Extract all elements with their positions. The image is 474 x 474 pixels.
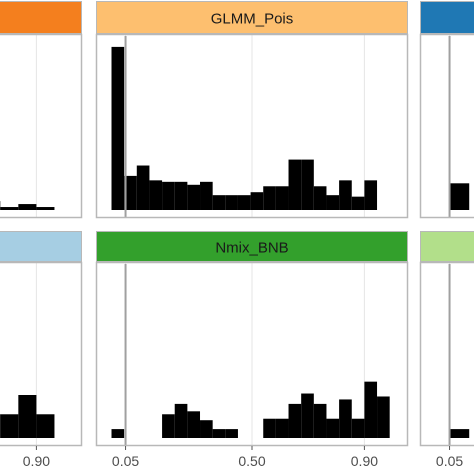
histogram-bar xyxy=(174,181,188,210)
histogram-bar xyxy=(18,395,37,438)
histogram-bar xyxy=(225,195,238,210)
histogram-bar xyxy=(288,403,302,438)
histogram-bar xyxy=(200,181,213,210)
facet-panel-r1c3 xyxy=(419,1,474,219)
x-tick-label: 0.05 xyxy=(112,453,139,469)
x-tick-label: 0.90 xyxy=(351,453,378,469)
facet-strip-label: GLMM_Pois xyxy=(211,11,294,28)
facet-panel-r1c1 xyxy=(0,1,83,219)
x-tick-label: 0.50 xyxy=(238,453,265,469)
histogram-bar xyxy=(263,418,276,438)
histogram-bar xyxy=(364,180,378,210)
histogram-bar xyxy=(326,195,340,210)
panel-border xyxy=(419,33,474,219)
histogram-bar xyxy=(136,165,150,210)
facet-strip xyxy=(0,231,82,262)
facet-panel-r2c2: Nmix_BNB xyxy=(95,231,409,447)
histogram-bar xyxy=(351,418,365,438)
histogram-bar xyxy=(377,396,390,438)
histogram-bar xyxy=(162,181,175,210)
histogram-bar xyxy=(162,414,175,438)
histogram-bar xyxy=(263,186,276,210)
histogram-bar xyxy=(275,418,289,438)
histogram-bar xyxy=(275,186,289,210)
histogram-bar xyxy=(225,429,238,438)
histogram-bar xyxy=(449,183,470,210)
histogram-bar xyxy=(111,429,125,438)
histogram-bar xyxy=(18,204,37,210)
histogram-bar xyxy=(326,418,340,438)
histogram-bar xyxy=(364,381,378,438)
histogram-bar xyxy=(339,180,352,210)
facet-panel-r2c1 xyxy=(0,231,83,447)
histogram-bar xyxy=(313,403,327,438)
facet-strip xyxy=(420,231,474,262)
panel-border xyxy=(0,33,83,219)
x-tick-label: 0.05 xyxy=(436,453,463,469)
histogram-bar xyxy=(250,192,264,210)
histogram-bar xyxy=(36,207,55,210)
panel-border xyxy=(0,261,83,447)
histogram-bar xyxy=(187,184,201,210)
facet-panel-r1c2: GLMM_Pois xyxy=(95,1,409,219)
panel-border xyxy=(95,33,409,219)
histogram-bar xyxy=(339,399,352,438)
facet-strip-label: Nmix_BNB xyxy=(215,240,288,257)
facet-strip xyxy=(96,231,408,262)
histogram-bar xyxy=(301,393,314,438)
histogram-bar xyxy=(174,403,188,438)
facet-panel-r2c3 xyxy=(419,231,474,447)
histogram-bar xyxy=(149,180,163,210)
histogram-bar xyxy=(0,207,19,210)
histogram-bar xyxy=(212,429,226,438)
x-tick-label: 0.90 xyxy=(23,453,50,469)
histogram-bar xyxy=(200,420,213,438)
histogram-bar xyxy=(237,195,251,210)
histogram-bar xyxy=(351,196,365,210)
facet-strip xyxy=(420,1,474,34)
histogram-bar xyxy=(111,46,125,211)
histogram-bar xyxy=(212,195,226,210)
histogram-bar xyxy=(313,186,327,210)
histogram-bar xyxy=(301,159,314,210)
histogram-bar xyxy=(187,411,201,438)
histogram-bar xyxy=(288,159,302,210)
facet-strip xyxy=(96,1,408,34)
histogram-bar xyxy=(36,414,55,438)
panel-border xyxy=(419,261,474,447)
panel-background xyxy=(0,34,82,218)
panel-background xyxy=(420,262,474,446)
facet-strip xyxy=(0,1,82,34)
panel-border xyxy=(95,261,409,447)
histogram-bar xyxy=(449,429,470,438)
histogram-bar xyxy=(124,175,137,210)
histogram-bar xyxy=(0,414,19,438)
